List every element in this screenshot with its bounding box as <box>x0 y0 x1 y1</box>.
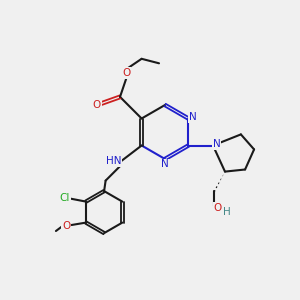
Bar <box>212 140 221 148</box>
Bar <box>188 113 197 121</box>
Text: O: O <box>62 220 70 231</box>
Bar <box>93 101 101 109</box>
Bar <box>213 204 222 211</box>
Text: N: N <box>189 112 197 122</box>
Text: H: H <box>223 206 231 217</box>
Text: O: O <box>93 100 101 110</box>
Text: Cl: Cl <box>60 193 70 203</box>
Bar <box>106 157 121 166</box>
Bar <box>160 161 169 168</box>
Text: HN: HN <box>106 156 121 167</box>
Text: O: O <box>122 68 131 78</box>
Bar <box>122 70 131 77</box>
Text: O: O <box>213 202 222 213</box>
Bar <box>58 194 70 202</box>
Bar <box>223 208 231 215</box>
Bar <box>62 222 70 229</box>
Text: N: N <box>213 139 220 149</box>
Text: N: N <box>161 159 169 170</box>
